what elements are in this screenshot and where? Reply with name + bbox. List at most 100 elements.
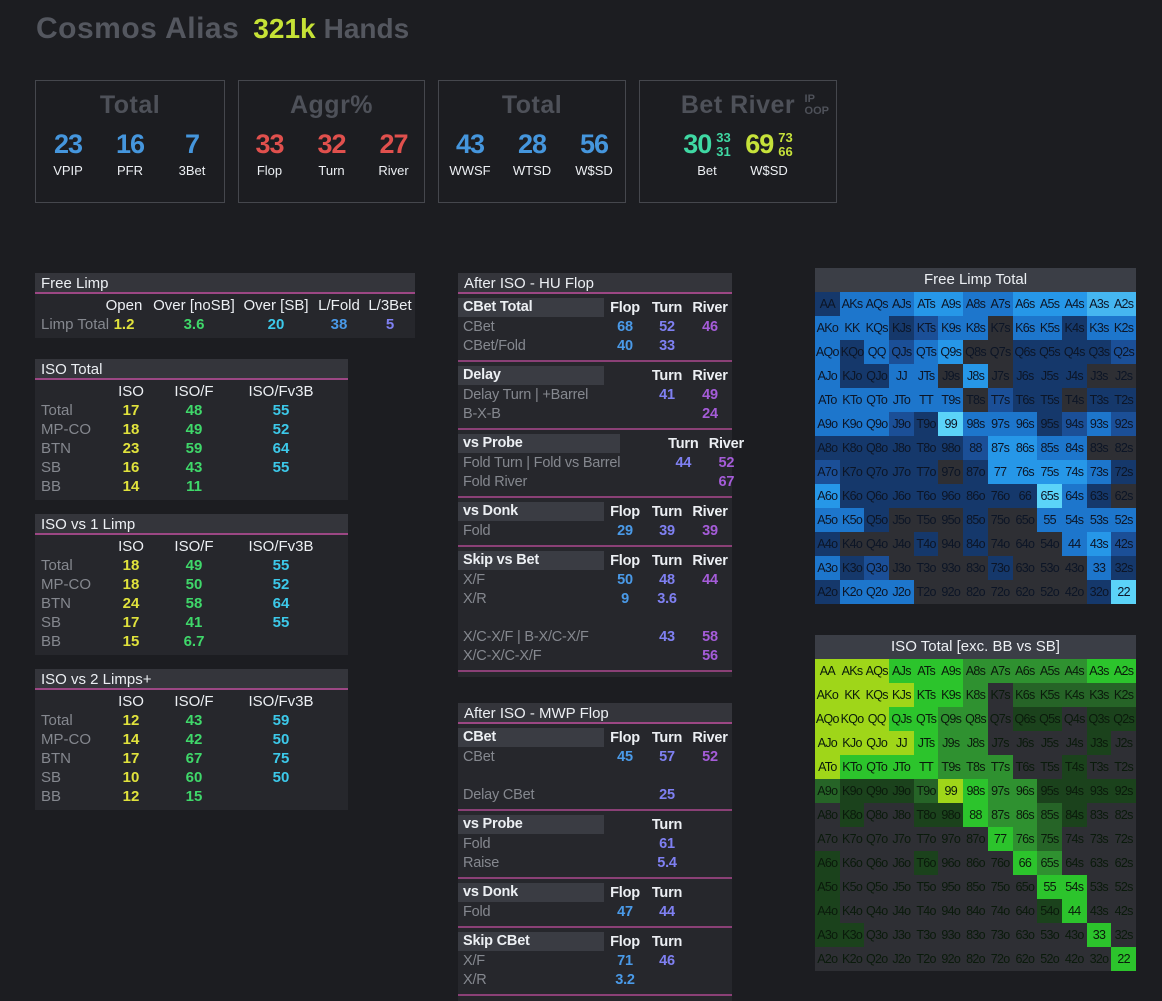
hand-j4o: J4o	[889, 899, 914, 923]
table-grid: Open Over [noSB] Over [SB] L/Fold L/3Bet Limp…	[35, 294, 415, 334]
table-iso-vs-1-limp: ISO vs 1 Limp ISO ISO/F ISO/Fv3B Total 18 49 55…	[35, 514, 348, 655]
table-title: ISO Total	[35, 359, 348, 380]
stat-value: 1.2	[113, 316, 135, 333]
stat-value: 61	[659, 835, 675, 852]
stat-value: 17	[122, 750, 140, 767]
stat-flop: 33 Flop	[244, 129, 296, 178]
hand-92s: 92s	[1111, 412, 1136, 436]
hand-84s: 84s	[1061, 436, 1087, 460]
hand-54s: 54s	[1061, 875, 1087, 899]
stat-value-row: 56	[568, 129, 620, 160]
section-col-header: Flop	[610, 503, 640, 520]
panel-title: Aggr%	[289, 91, 374, 119]
stat-value: 58	[185, 595, 203, 612]
stat-value: 16	[122, 459, 140, 476]
table-title: Free Limp	[35, 273, 415, 294]
hand-64o: 64o	[1012, 899, 1038, 923]
hand-q7o: Q7o	[864, 460, 890, 484]
stat-value: 55	[272, 557, 290, 574]
hand-a3s: A3s	[1086, 292, 1112, 316]
hand-a8s: A8s	[963, 659, 988, 683]
section-col-header: Turn	[651, 933, 683, 950]
hand-t3o: T3o	[913, 923, 939, 947]
hand-qto: QTo	[864, 388, 890, 412]
hand-jto: JTo	[889, 388, 914, 412]
row-label-sb: SB	[41, 614, 62, 631]
hands-label: Hands	[323, 13, 410, 44]
hand-a2o: A2o	[815, 580, 840, 604]
panel-after-iso-hu-flop: After ISO - HU Flop CBet Total Flop Turn Riv…	[458, 273, 744, 677]
hand-72o: 72o	[987, 580, 1013, 604]
hand-52s: 52s	[1111, 508, 1136, 532]
section-grid: vs Donk Flop Turn River Fold 29 39 39	[458, 502, 732, 540]
stat-panels: Total 23 VPIP 16 PFR 7 3Bet Aggr% 33 Flop 32 Turn 27…	[35, 80, 837, 203]
stat-value: 7	[184, 129, 200, 159]
stat-value: 48	[185, 402, 203, 419]
stat-label: Bet	[697, 163, 717, 178]
hand-54s: 54s	[1061, 508, 1087, 532]
table-grid: ISO ISO/F ISO/Fv3B Total 12 43 59 MP-CO 14 42 50 BT…	[35, 690, 348, 806]
hand-q4s: Q4s	[1061, 340, 1087, 364]
hand-a9s: A9s	[938, 659, 964, 683]
hand-k2s: K2s	[1111, 683, 1136, 707]
hand-96s: 96s	[1012, 412, 1038, 436]
hand-76s: 76s	[1012, 460, 1038, 484]
hand-33: 33	[1086, 923, 1112, 947]
hand-q2s: Q2s	[1111, 340, 1136, 364]
hand-a2s: A2s	[1111, 292, 1136, 316]
section-col-header: River	[708, 435, 744, 452]
hand-t5o: T5o	[913, 875, 939, 899]
hand-82o: 82o	[963, 580, 988, 604]
hand-93o: 93o	[938, 556, 964, 580]
section-grid: CBet Total Flop Turn River CBet 68 52 46 CBet/Fo…	[458, 298, 732, 355]
row-label-total: Total	[41, 712, 73, 729]
hand-kqs: KQs	[864, 316, 890, 340]
hand-j9o: J9o	[889, 779, 914, 803]
hand-97o: 97o	[938, 460, 964, 484]
section-col-header: River	[692, 552, 728, 569]
hand-k6o: K6o	[839, 851, 865, 875]
section-grid: vs Probe Turn Fold 61 Raise 5.4	[458, 815, 732, 872]
hand-aqo: AQo	[815, 707, 840, 731]
hand-87o: 87o	[963, 460, 988, 484]
hand-qjs: QJs	[889, 340, 914, 364]
section-row-label: Fold Turn | Fold vs Barrel	[463, 454, 621, 471]
hand-qq: QQ	[864, 340, 890, 364]
row-label-total: Total	[41, 402, 73, 419]
stat-value: 52	[718, 454, 735, 471]
hand-94s: 94s	[1061, 779, 1087, 803]
hand-72o: 72o	[987, 947, 1013, 971]
panel-title-bar: After ISO - HU Flop	[458, 273, 732, 294]
hand-kto: KTo	[839, 388, 865, 412]
stat-value: 23	[122, 440, 140, 457]
hand-93o: 93o	[938, 923, 964, 947]
col-header-iso: ISO	[118, 383, 144, 400]
hand-ajo: AJo	[815, 364, 840, 388]
hand-74o: 74o	[987, 532, 1013, 556]
section-chip: vs Probe	[458, 815, 604, 834]
hand-j4o: J4o	[889, 532, 914, 556]
hand-qjo: QJo	[864, 731, 890, 755]
hand-k2o: K2o	[839, 947, 865, 971]
stat-value: 24	[122, 595, 140, 612]
hand-q3s: Q3s	[1086, 340, 1112, 364]
hand-95s: 95s	[1037, 779, 1062, 803]
stat-value: 67	[185, 750, 203, 767]
hand-32o: 32o	[1086, 580, 1112, 604]
section-grid: Skip CBet Flop Turn X/F 71 46 X/R 3.2	[458, 932, 732, 989]
hand-q8o: Q8o	[864, 436, 890, 460]
hand-44: 44	[1061, 532, 1087, 556]
hand-a4s: A4s	[1061, 659, 1087, 683]
hand-62s: 62s	[1111, 851, 1136, 875]
panel-title: Total	[99, 91, 161, 119]
hand-33: 33	[1086, 556, 1112, 580]
stat-value: 55	[272, 459, 290, 476]
stat-value: 12	[122, 788, 140, 805]
stat-subvalue: 66	[778, 143, 793, 159]
hand-k3s: K3s	[1086, 683, 1112, 707]
matrix-iso-total: ISO Total [exc. BB vs SB] AA AKs AQs AJs ATs A…	[815, 635, 1136, 971]
hand-74s: 74s	[1061, 460, 1087, 484]
stat-vpip: 23 VPIP	[42, 129, 94, 178]
hand-87s: 87s	[987, 436, 1013, 460]
hand-k3s: K3s	[1086, 316, 1112, 340]
